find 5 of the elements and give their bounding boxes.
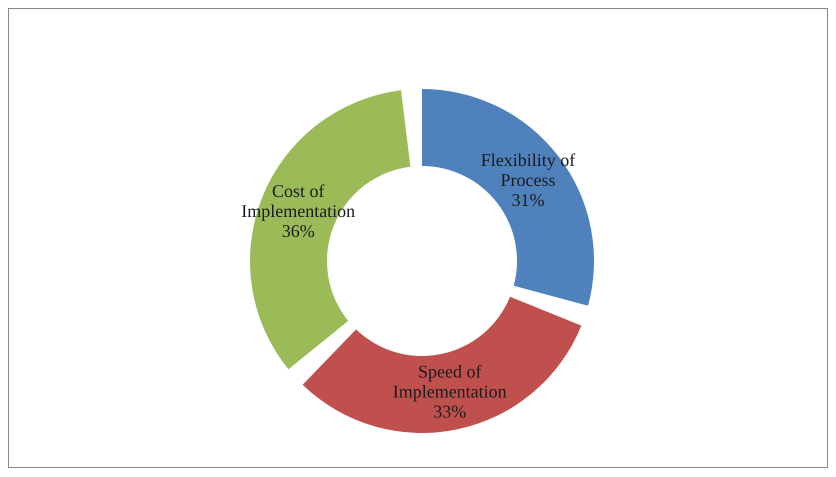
data-label: 36% bbox=[282, 221, 315, 242]
data-label: 31% bbox=[511, 190, 544, 210]
slice-label: Flexibility of Process bbox=[480, 150, 576, 190]
data-label: 33% bbox=[433, 402, 466, 422]
slice-label: Speed of Implementation bbox=[392, 362, 507, 402]
